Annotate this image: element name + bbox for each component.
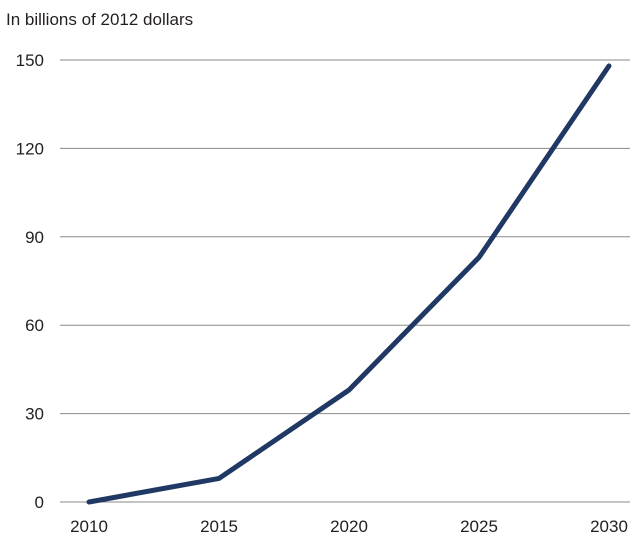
y-tick-label: 120: [16, 139, 44, 158]
y-tick-label: 150: [16, 51, 44, 70]
x-tick-label: 2010: [70, 517, 108, 536]
x-tick-label: 2015: [200, 517, 238, 536]
x-tick-label: 2020: [330, 517, 368, 536]
y-tick-label: 30: [25, 405, 44, 424]
y-tick-label: 0: [35, 493, 44, 512]
x-tick-label: 2030: [590, 517, 628, 536]
y-tick-label: 90: [25, 228, 44, 247]
x-axis-ticks: 2010 2015 2020 2025 2030: [70, 517, 628, 536]
gridlines: [60, 59, 630, 503]
x-tick-label: 2025: [460, 517, 498, 536]
y-axis-unit-label: In billions of 2012 dollars: [6, 10, 194, 29]
y-tick-label: 60: [25, 316, 44, 335]
y-axis-ticks: 0 30 60 90 120 150: [16, 51, 44, 512]
series-line: [86, 63, 612, 505]
series-group: [86, 63, 612, 505]
